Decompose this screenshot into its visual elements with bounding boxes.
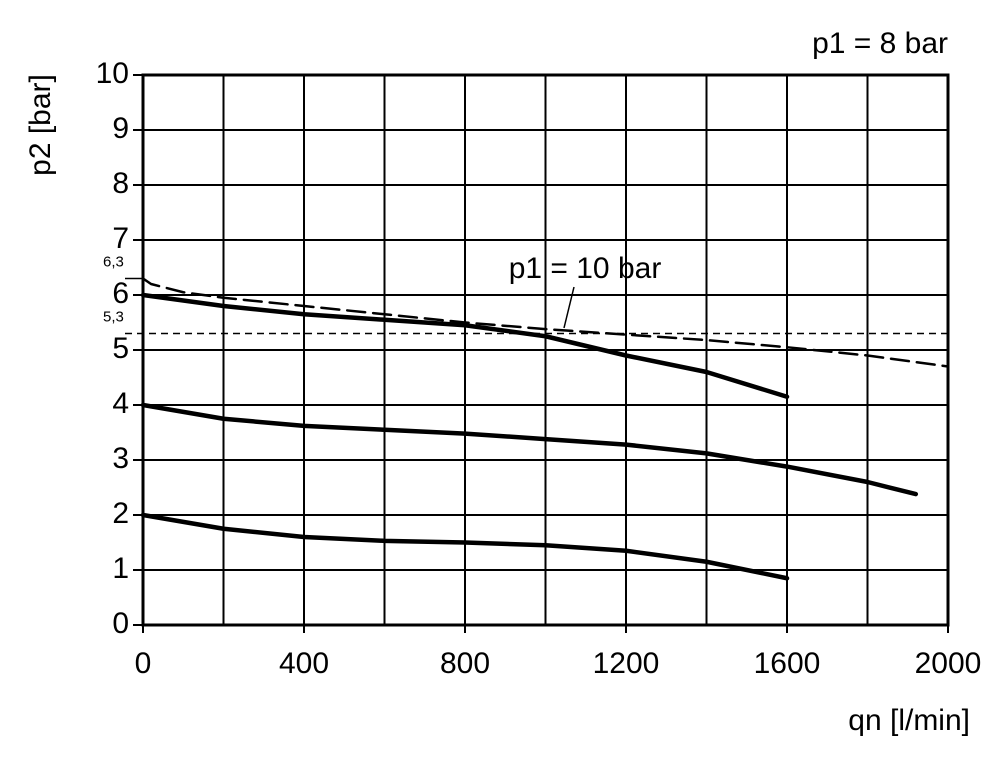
y-tick-label: 5: [112, 332, 129, 365]
y-tick-label: 10: [96, 57, 129, 90]
y-tick-label: 3: [112, 442, 129, 475]
marker-label: 6,3: [103, 253, 124, 270]
x-tick-label: 0: [135, 647, 152, 680]
x-axis-label: qn [l/min]: [848, 704, 970, 737]
y-tick-label: 0: [112, 607, 129, 640]
data-line: [141, 277, 950, 368]
y-axis-label: p2 [bar]: [24, 74, 57, 176]
annotation: p1 = 10 bar: [509, 252, 662, 285]
y-tick-label: 6: [112, 277, 129, 310]
annotation: p1 = 8 bar: [812, 27, 948, 60]
plot-frame: [141, 73, 950, 627]
y-tick-label: 8: [112, 167, 129, 200]
x-tick-label: 1200: [593, 647, 660, 680]
x-tick-label: 400: [279, 647, 329, 680]
x-tick-label: 800: [440, 647, 490, 680]
marker-label: 5,3: [103, 308, 124, 325]
y-tick-label: 4: [112, 387, 129, 420]
data-line: [140, 292, 790, 399]
y-tick-label: 1: [112, 552, 129, 585]
data-line: [140, 512, 790, 581]
data-line: [140, 402, 919, 497]
y-tick-label: 9: [112, 112, 129, 145]
x-tick-label: 1600: [754, 647, 821, 680]
y-tick-label: 2: [112, 497, 129, 530]
leader-line: [563, 286, 575, 329]
x-tick-label: 2000: [915, 647, 982, 680]
y-tick-label: 7: [112, 222, 129, 255]
